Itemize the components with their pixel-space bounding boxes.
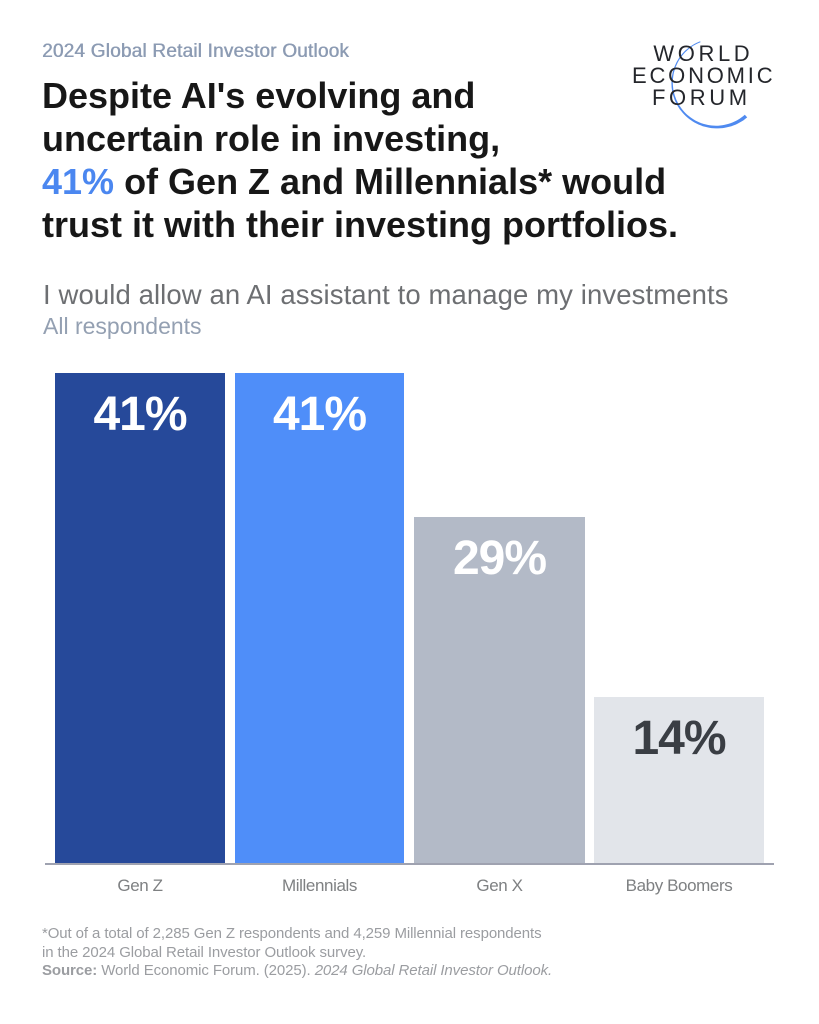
svg-text:WORLD: WORLD bbox=[653, 41, 753, 66]
svg-text:ECONOMIC: ECONOMIC bbox=[632, 63, 775, 88]
svg-text:FORUM: FORUM bbox=[652, 85, 751, 110]
